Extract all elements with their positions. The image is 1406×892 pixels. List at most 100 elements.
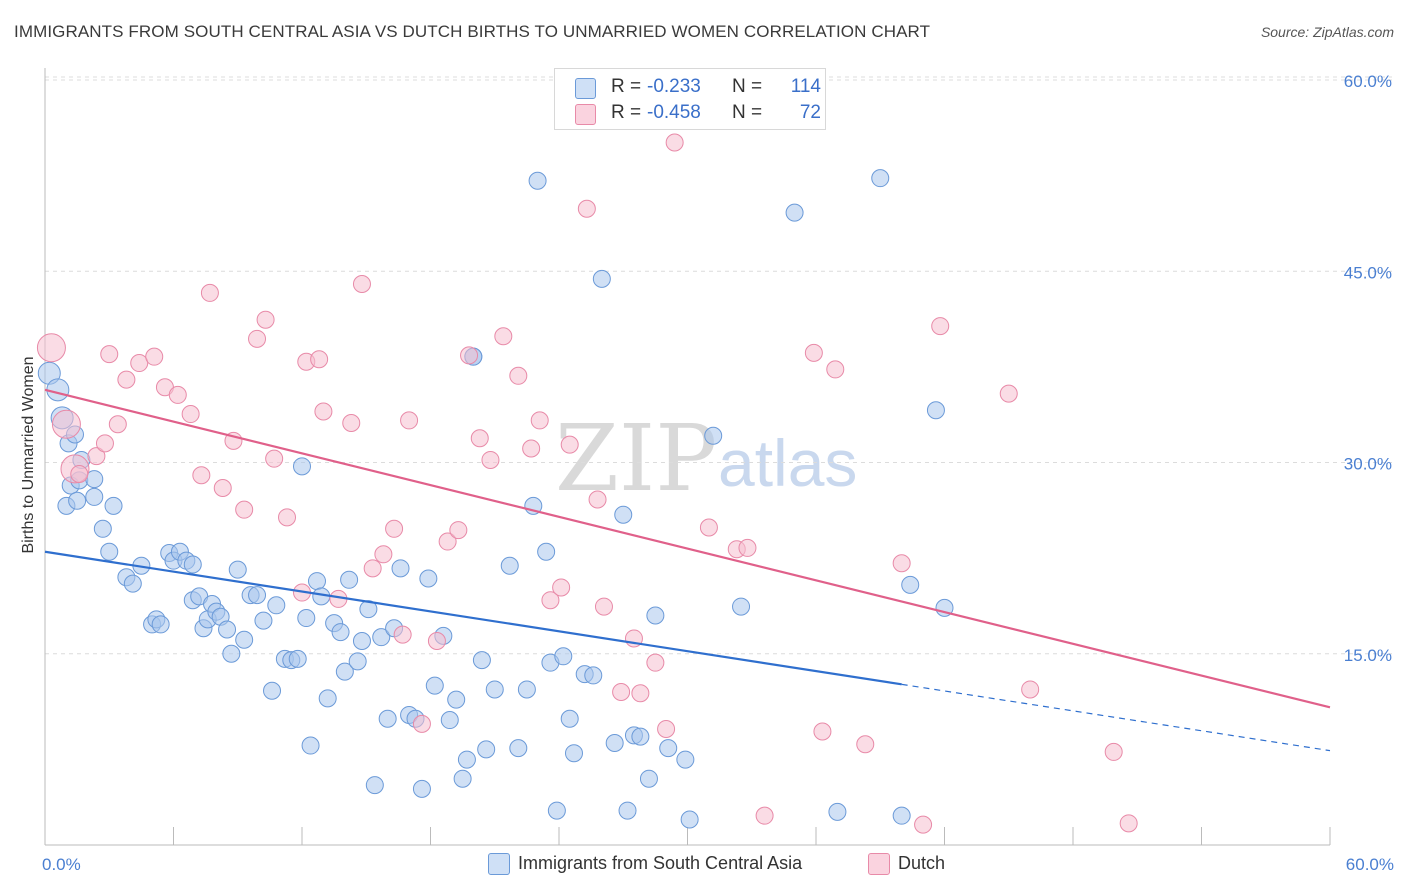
- data-point: [999, 384, 1018, 403]
- data-point: [509, 366, 528, 385]
- data-point: [639, 769, 658, 788]
- data-point: [592, 269, 611, 288]
- data-point: [181, 405, 200, 424]
- data-point: [419, 569, 438, 588]
- data-point: [612, 683, 631, 701]
- n-label: N =: [732, 76, 763, 97]
- data-point: [500, 556, 519, 575]
- r-value: -0.458: [647, 102, 701, 123]
- trend-line-extension: [901, 683, 1331, 752]
- legend-swatch-immigrants: [575, 78, 596, 99]
- y-tick-label: 15.0%: [1344, 646, 1392, 665]
- data-point: [365, 776, 384, 795]
- data-point: [248, 329, 267, 348]
- data-point: [931, 317, 950, 336]
- data-point: [218, 620, 237, 639]
- data-point: [901, 575, 920, 594]
- data-point: [680, 810, 699, 829]
- data-point: [100, 542, 119, 561]
- data-point: [676, 750, 695, 769]
- data-point: [256, 310, 275, 329]
- series-legend: Immigrants from South Central Asia Dutch: [0, 852, 1406, 878]
- data-point: [183, 555, 202, 574]
- data-point: [826, 360, 845, 379]
- data-point: [123, 574, 142, 593]
- data-point: [100, 345, 119, 364]
- data-point: [378, 709, 397, 728]
- data-point: [470, 429, 489, 448]
- data-point: [222, 644, 241, 663]
- data-point: [104, 496, 123, 515]
- data-point: [541, 591, 560, 610]
- data-point: [614, 505, 633, 524]
- source-label: Source: ZipAtlas.com: [1260, 24, 1394, 40]
- data-point: [68, 491, 87, 510]
- n-value: 114: [790, 76, 821, 97]
- x-tick-label-min: 0.0%: [42, 855, 81, 874]
- data-point: [310, 350, 329, 369]
- data-point: [87, 447, 106, 466]
- data-point: [785, 203, 804, 222]
- data-point: [363, 559, 382, 578]
- data-point: [393, 625, 412, 644]
- data-point: [297, 609, 316, 628]
- data-point: [288, 649, 307, 668]
- data-point: [509, 739, 528, 758]
- data-point: [472, 651, 491, 670]
- x-tick-label-max: 60.0%: [1346, 855, 1394, 874]
- data-point: [732, 597, 751, 616]
- data-point: [646, 606, 665, 625]
- data-point: [438, 532, 457, 551]
- data-point: [560, 709, 579, 728]
- tick-labels: 15.0% 30.0% 45.0% 60.0% 0.0% 60.0%: [42, 72, 1394, 874]
- data-point: [537, 542, 556, 561]
- y-tick-label: 60.0%: [1344, 72, 1392, 91]
- y-tick-label: 30.0%: [1344, 455, 1392, 474]
- data-point: [560, 435, 579, 454]
- data-point: [108, 415, 127, 434]
- data-point: [151, 615, 170, 634]
- y-axis-title: Births to Unmarried Women: [20, 356, 37, 553]
- data-point: [447, 690, 466, 709]
- data-point: [93, 519, 112, 538]
- data-point: [699, 518, 718, 537]
- data-point: [412, 714, 431, 733]
- data-point: [293, 457, 311, 476]
- data-point: [391, 559, 410, 578]
- data-point: [36, 333, 66, 363]
- legend-swatch-dutch: [575, 104, 596, 125]
- data-point: [804, 343, 823, 362]
- data-point: [335, 662, 354, 681]
- watermark-atlas: atlas: [718, 426, 857, 500]
- gridlines: [45, 76, 1392, 655]
- n-value: 72: [799, 102, 821, 123]
- data-point: [631, 684, 650, 703]
- data-point: [530, 411, 549, 430]
- data-point: [331, 623, 350, 642]
- data-point: [314, 402, 333, 421]
- trend-line-dutch: [44, 388, 1331, 709]
- data-point: [348, 652, 367, 671]
- correlation-legend: R = -0.233 N = 114 R = -0.458 N = 72: [554, 68, 826, 130]
- data-point: [457, 750, 476, 769]
- data-point: [1119, 814, 1138, 833]
- data-point: [1021, 680, 1040, 699]
- data-point: [477, 740, 496, 759]
- data-point: [522, 439, 541, 458]
- data-point: [254, 611, 273, 630]
- data-point: [659, 739, 678, 758]
- data-point: [552, 578, 571, 597]
- data-point: [605, 734, 624, 752]
- data-point: [318, 689, 337, 708]
- data-point: [95, 434, 114, 453]
- y-tick-label: 45.0%: [1344, 263, 1392, 282]
- r-label: R =: [611, 102, 642, 123]
- data-point: [278, 508, 297, 527]
- data-point: [374, 545, 393, 564]
- data-point: [564, 744, 583, 763]
- data-point: [738, 538, 757, 557]
- data-point: [192, 466, 211, 485]
- data-point: [485, 680, 504, 699]
- data-point: [359, 600, 378, 619]
